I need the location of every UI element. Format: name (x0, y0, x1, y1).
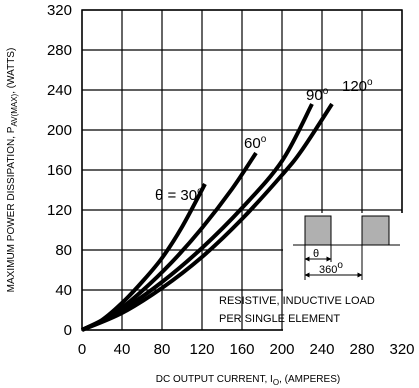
series-line-2 (81, 103, 314, 332)
y-axis-label: MAXIMUM POWER DISSIPATION, PAV(MAX), (WA… (6, 48, 19, 293)
x-tick-label: 280 (349, 341, 374, 358)
x-tick-labels: 0 40 80 120 160 200 240 280 320 (78, 341, 415, 358)
x-axis-label: DC OUTPUT CURRENT, IO, (AMPERES) (156, 374, 340, 387)
y-tick-label: 320 (47, 2, 72, 19)
y-tick-label: 40 (55, 282, 72, 299)
series-curves (81, 102, 334, 332)
x-tick-label: 320 (389, 341, 414, 358)
x-tick-label: 80 (154, 341, 171, 358)
x-tick-label: 200 (269, 341, 294, 358)
x-tick-label: 40 (114, 341, 131, 358)
x-tick-label: 240 (309, 341, 334, 358)
pulse-1 (304, 215, 332, 246)
series-line-0 (81, 183, 207, 332)
series-label-90: 90o (306, 86, 329, 104)
y-tick-label: 280 (47, 42, 72, 59)
pulse-2 (361, 215, 390, 246)
waveform-inset: θ 360o RESISTIVE, INDUCTIVE LOAD PER SIN… (219, 213, 408, 333)
theta-label: θ (313, 248, 319, 260)
series-line-3 (81, 102, 334, 332)
period-label: 360o (319, 260, 343, 276)
y-tick-label: 160 (47, 162, 72, 179)
load-note-line1: RESISTIVE, INDUCTIVE LOAD (219, 295, 375, 307)
plot-frame (81, 9, 403, 331)
x-tick-label: 0 (78, 341, 86, 358)
y-tick-label: 240 (47, 82, 72, 99)
y-tick-label: 120 (47, 202, 72, 219)
y-tick-labels: 0 40 80 120 160 200 240 280 320 (47, 2, 72, 339)
y-tick-label: 80 (55, 242, 72, 259)
x-tick-label: 160 (229, 341, 254, 358)
y-tick-label: 0 (64, 322, 72, 339)
load-note-line2: PER SINGLE ELEMENT (219, 313, 340, 325)
y-tick-label: 200 (47, 122, 72, 139)
series-label-120: 120o (342, 77, 373, 95)
series-label-30: θ = 30o (155, 186, 203, 204)
series-label-60: 60o (244, 134, 267, 152)
x-tick-label: 120 (189, 341, 214, 358)
